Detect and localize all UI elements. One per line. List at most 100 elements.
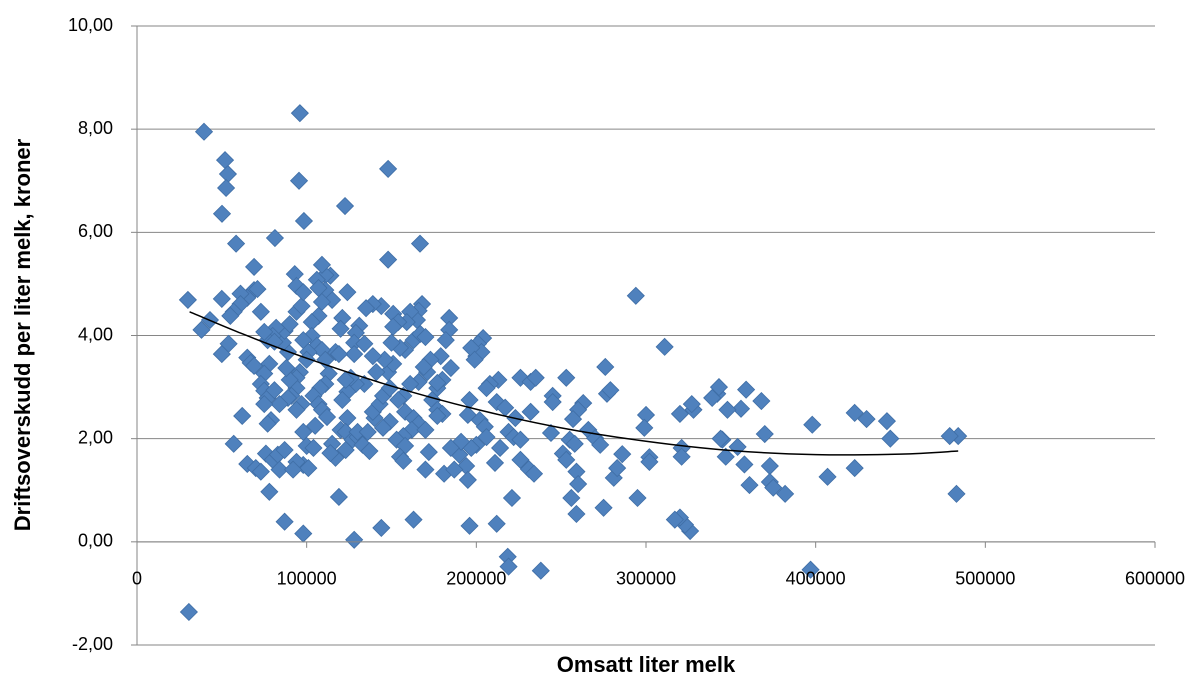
markers — [178, 104, 968, 622]
data-point — [416, 460, 435, 479]
data-point — [321, 444, 340, 463]
data-point — [764, 478, 783, 497]
data-point — [608, 459, 627, 478]
y-tick-label: 10,00 — [68, 15, 113, 35]
data-point — [716, 447, 735, 466]
data-point — [635, 418, 654, 437]
data-point — [487, 514, 506, 533]
data-point — [292, 297, 311, 316]
data-point — [655, 337, 674, 356]
data-point — [728, 437, 747, 456]
data-point — [275, 512, 294, 531]
data-point — [857, 409, 876, 429]
data-point — [345, 530, 364, 549]
data-point — [251, 462, 270, 481]
data-point — [594, 498, 613, 517]
data-point — [731, 399, 751, 418]
data-point — [428, 406, 447, 426]
data-point — [379, 159, 398, 178]
data-point — [531, 561, 550, 580]
data-point — [845, 459, 864, 478]
y-tick-label: -2,00 — [72, 634, 113, 654]
data-point — [445, 460, 464, 479]
data-point — [541, 423, 561, 443]
data-point — [227, 234, 246, 253]
data-point — [436, 331, 455, 350]
y-tick-label: 8,00 — [78, 118, 113, 138]
data-point — [703, 388, 722, 407]
data-point — [317, 407, 337, 427]
data-point — [331, 319, 350, 338]
data-point — [265, 228, 285, 248]
data-point — [212, 289, 231, 308]
data-point — [356, 299, 376, 318]
data-point — [419, 443, 438, 462]
data-point — [251, 302, 270, 321]
data-point — [441, 438, 460, 458]
data-point — [277, 358, 296, 378]
data-point — [289, 171, 309, 190]
data-point — [312, 255, 332, 274]
x-tick-label: 400000 — [786, 569, 846, 589]
data-point — [543, 392, 562, 412]
data-point — [212, 204, 232, 223]
data-point — [845, 403, 864, 422]
data-point — [881, 429, 900, 448]
data-point — [245, 356, 264, 375]
data-point — [441, 358, 460, 378]
data-point — [179, 602, 198, 622]
data-point — [521, 402, 540, 421]
data-point — [280, 315, 299, 334]
data-point — [217, 178, 236, 198]
data-point — [755, 424, 774, 444]
data-point — [760, 456, 779, 476]
x-axis-title: Omsatt liter melk — [557, 652, 736, 677]
data-point — [336, 440, 355, 460]
data-point — [877, 412, 896, 431]
data-point — [215, 151, 235, 170]
data-point — [333, 390, 352, 410]
y-tick-label: 4,00 — [78, 324, 113, 344]
data-point — [294, 211, 314, 231]
data-point — [363, 347, 382, 366]
data-point — [275, 440, 294, 460]
y-tick-label: 0,00 — [78, 531, 113, 551]
data-point — [414, 357, 433, 377]
data-point — [245, 257, 264, 276]
data-point — [284, 460, 303, 479]
data-point — [416, 420, 435, 439]
data-point — [557, 450, 576, 469]
data-point — [294, 283, 313, 302]
data-point — [801, 560, 820, 579]
data-point — [265, 381, 284, 400]
data-point — [485, 453, 505, 472]
data-point — [212, 345, 231, 364]
x-tick-label: 200000 — [446, 569, 506, 589]
data-point — [569, 474, 588, 494]
grid — [137, 25, 1155, 646]
data-point — [394, 451, 413, 470]
data-point — [718, 400, 737, 419]
data-point — [670, 404, 689, 423]
y-tick-label: 2,00 — [78, 427, 113, 447]
data-point — [682, 395, 701, 414]
y-axis-title: Driftsoverskudd per liter melk, kroner — [10, 138, 35, 531]
data-point — [596, 357, 615, 377]
x-tick-label: 600000 — [1125, 569, 1185, 589]
data-point — [458, 470, 477, 489]
data-point — [192, 320, 211, 339]
data-point — [384, 317, 403, 336]
data-point — [336, 370, 355, 389]
data-point — [591, 435, 610, 454]
data-point — [290, 104, 309, 123]
data-point — [360, 441, 379, 461]
data-point — [404, 510, 423, 529]
data-point — [270, 460, 289, 479]
x-tick-label: 0 — [132, 569, 142, 589]
data-point — [511, 430, 530, 449]
data-point — [460, 516, 479, 535]
data-point — [557, 368, 576, 387]
data-point — [255, 322, 274, 341]
data-point — [511, 450, 530, 469]
data-point — [526, 368, 545, 387]
